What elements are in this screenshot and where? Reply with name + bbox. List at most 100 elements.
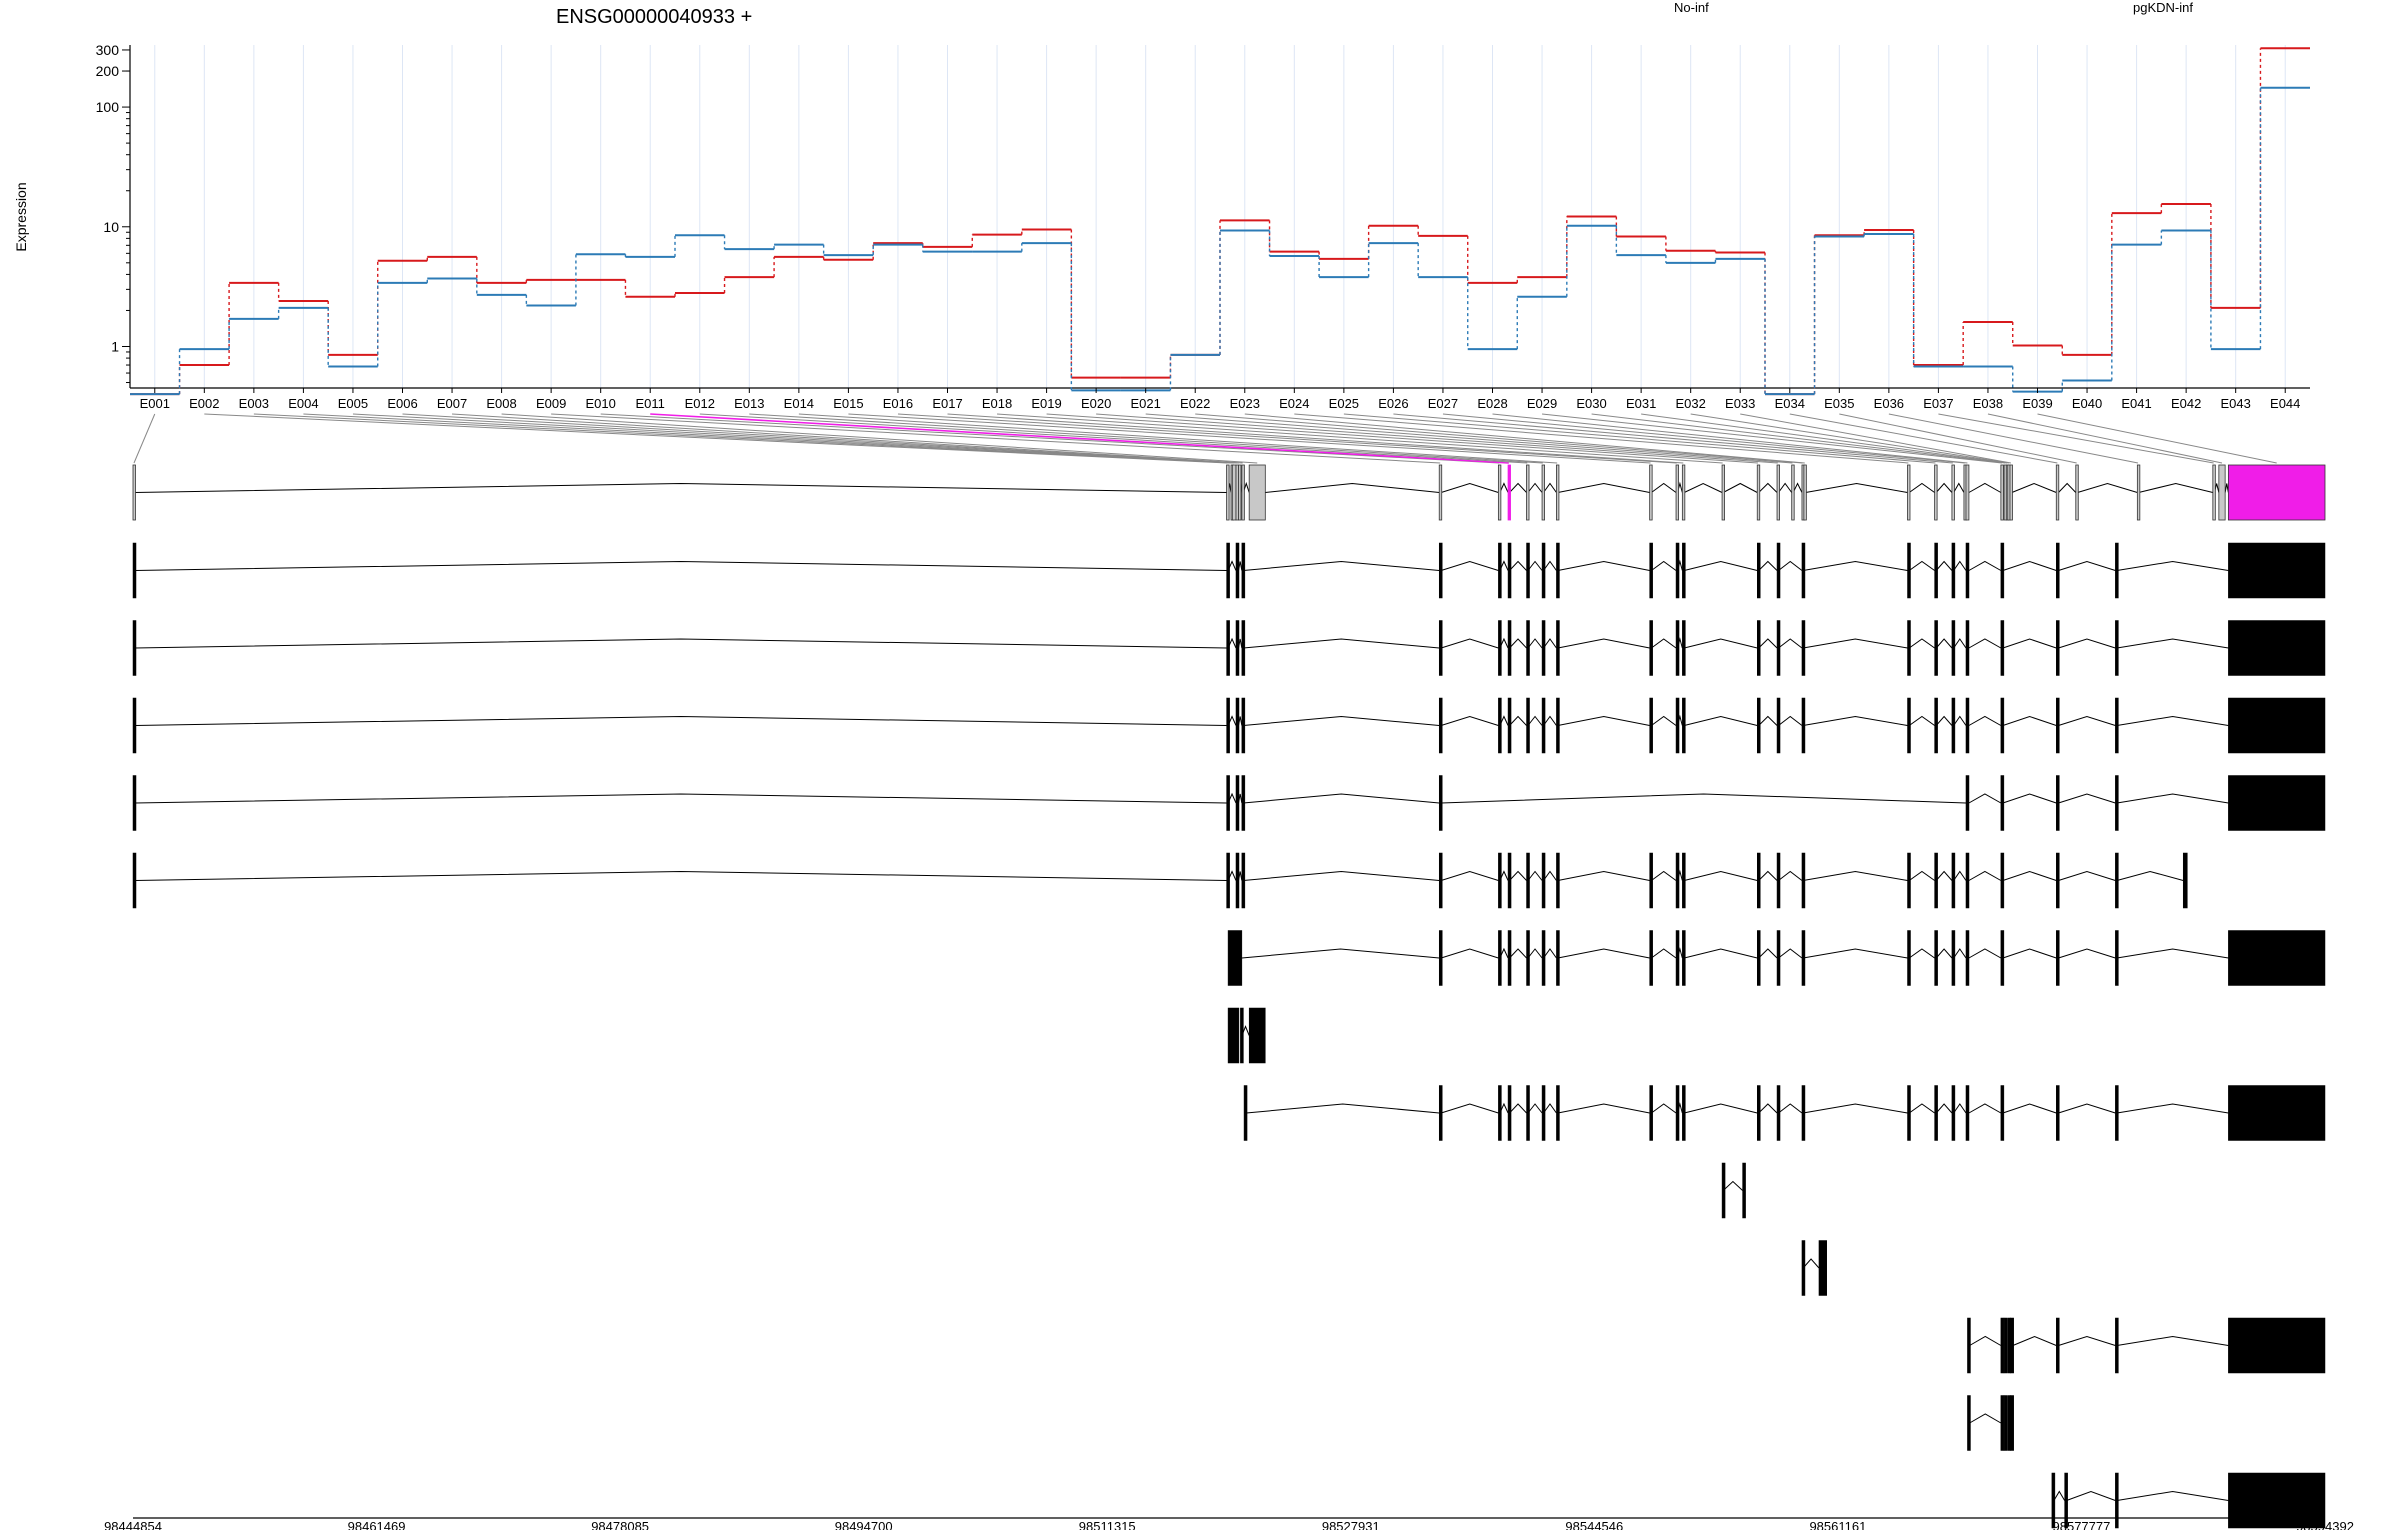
transcript-2-exon [132, 697, 137, 754]
connector-E019 [1046, 413, 1759, 464]
transcript-1-exon [1438, 620, 1443, 676]
connector-E024 [1294, 413, 1909, 464]
intron-1 [1543, 638, 1557, 649]
transcript-12-exon [2228, 1472, 2326, 1529]
transcript-5-exon [1498, 930, 1502, 986]
transcript-4-exon [1801, 852, 1806, 909]
transcript-5-exon [1526, 930, 1530, 986]
transcript-1-exon [1801, 620, 1806, 676]
transcript-11-exon [1967, 1395, 1971, 1451]
intron-4 [1557, 870, 1650, 881]
transcript-1-exon [1649, 620, 1653, 676]
transcript-2-exon [1226, 697, 1230, 754]
intron-0 [2058, 560, 2116, 571]
transcript-1-exon [1907, 620, 1911, 676]
intron-4 [2058, 870, 2116, 881]
transcript-2-exon [1507, 697, 1512, 754]
intron-4 [1527, 870, 1543, 881]
exon-model-E026 [1951, 464, 1955, 521]
transcript-4-exon [1907, 852, 1911, 909]
intron-4 [1543, 870, 1557, 881]
intron-2 [1758, 715, 1778, 726]
exon-model-E035 [2075, 464, 2079, 521]
connector-E012 [699, 413, 1528, 464]
transcript-7-exon [1756, 1085, 1761, 1141]
intron-7 [2058, 1103, 2116, 1114]
exon-model-E002 [1226, 464, 1230, 521]
transcript-5-exon [1675, 930, 1680, 986]
transcript-11-exon [2007, 1395, 2012, 1451]
intron-4 [1509, 870, 1527, 881]
transcript-4-exon [1675, 852, 1680, 909]
exon-model-E006 [1238, 464, 1242, 521]
transcript-4-exon [1541, 852, 1546, 909]
transcript-3-exon [1241, 775, 1246, 831]
transcript-0-exon [1498, 542, 1502, 599]
transcript-5-exon [1541, 930, 1546, 986]
intron-0 [1908, 560, 1935, 571]
transcript-10-exon [2115, 1317, 2119, 1374]
intron-10 [2012, 1335, 2057, 1346]
intron-2 [2058, 715, 2116, 726]
transcript-7-exon [1541, 1085, 1546, 1141]
transcript-4-exon [1776, 852, 1781, 909]
transcript-2-exon [2115, 697, 2119, 754]
intron-0 [134, 560, 1227, 571]
transcript-2-exon [1951, 697, 1956, 754]
intron-5 [2116, 948, 2229, 959]
connector-E026 [1393, 413, 1953, 464]
transcript-2-exon [2000, 697, 2005, 754]
x-tick-label-E008: E008 [486, 396, 516, 411]
exon-model-E010 [1497, 464, 1502, 521]
transcript-3-exon [1965, 775, 1970, 831]
transcript-2-exon [1756, 697, 1761, 754]
transcript-5-exon [1965, 930, 1970, 986]
intron-0 [1953, 560, 1967, 571]
transcript-1-exon [1965, 620, 1970, 676]
intron-0 [1527, 560, 1543, 571]
intron-5 [2058, 948, 2116, 959]
transcript-10-exon [2228, 1317, 2326, 1374]
intron-7 [1935, 1103, 1953, 1114]
x-tick-label-E017: E017 [932, 396, 962, 411]
intron-3 [2058, 793, 2116, 804]
intron-4 [1684, 870, 1758, 881]
intron-12 [2066, 1490, 2116, 1501]
intron-model [1935, 482, 1953, 493]
transcript-7-exon [2228, 1085, 2326, 1141]
x-tick-label-E002: E002 [189, 396, 219, 411]
intron-1 [1778, 638, 1803, 649]
intron-10 [2116, 1335, 2229, 1346]
transcript-4-exon [1226, 852, 1230, 909]
transcript-9-exon [1801, 1240, 1806, 1296]
intron-5 [1758, 948, 1778, 959]
legend-pgkdn-inf: pgKDN-inf [2133, 0, 2193, 15]
intron-1 [1557, 638, 1650, 649]
intron-0 [1651, 560, 1677, 571]
intron-model [1968, 482, 2002, 493]
transcript-12-exon [2051, 1472, 2056, 1529]
intron-12 [2116, 1490, 2229, 1501]
intron-5 [1557, 948, 1650, 959]
transcript-0-exon [1951, 542, 1956, 599]
exon-model-E036 [2136, 464, 2141, 521]
transcript-7-exon [1907, 1085, 1911, 1141]
transcript-0-exon [132, 542, 137, 599]
intron-4 [1651, 870, 1677, 881]
transcript-9-exon [1818, 1240, 1827, 1296]
transcript-0-exon [1241, 542, 1246, 599]
transcript-11-exon [2003, 1395, 2008, 1451]
connector-E004 [303, 413, 1235, 464]
transcript-1-exon [1498, 620, 1502, 676]
transcript-0-exon [1556, 542, 1560, 599]
transcript-5-exon [1776, 930, 1781, 986]
transcript-0-exon [2000, 542, 2005, 599]
transcript-0-exon [1226, 542, 1230, 599]
intron-5 [1968, 948, 2002, 959]
intron-7 [1651, 1103, 1677, 1114]
intron-0 [1243, 560, 1440, 571]
connector-E013 [749, 413, 1543, 464]
connector-E036 [1888, 413, 2139, 464]
intron-1 [1527, 638, 1543, 649]
